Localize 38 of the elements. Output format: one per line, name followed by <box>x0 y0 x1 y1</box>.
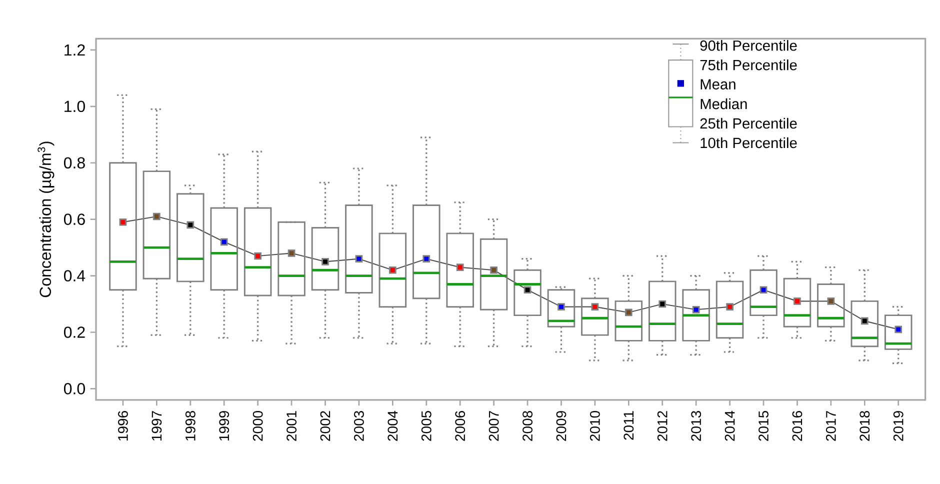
x-tick-label: 2006 <box>455 411 466 441</box>
x-tick-label: 2000 <box>252 410 263 441</box>
x-tick-label: 1998 <box>185 411 196 440</box>
x-tick-label: 2014 <box>724 410 735 441</box>
annotation: 25th Percentile <box>700 118 797 129</box>
annotation: 75th Percentile <box>700 59 797 70</box>
y-axis-title: Concentration (µg/m$^{3}$) <box>38 142 54 298</box>
annotation: Median <box>700 98 747 110</box>
y-tick-label: 0.6 <box>64 214 85 225</box>
x-tick-label: 2002 <box>320 411 330 441</box>
y-tick-label: 0.8 <box>64 157 85 169</box>
x-tick-label: 2004 <box>388 410 398 441</box>
x-tick-label: 1999 <box>219 411 230 440</box>
x-tick-label: 2016 <box>792 411 802 441</box>
x-tick-label: 2012 <box>657 411 668 441</box>
x-tick-label: 2013 <box>691 411 702 441</box>
x-tick-label: 1996 <box>118 411 128 440</box>
y-tick-label: 1.2 <box>64 44 85 56</box>
annotation: 10th Percentile <box>700 137 797 148</box>
x-tick-label: 2009 <box>556 411 566 441</box>
x-tick-label: 2005 <box>421 410 432 441</box>
x-tick-label: 2019 <box>893 411 904 441</box>
x-tick-label: 2001 <box>286 411 297 441</box>
x-tick-label: 1997 <box>152 411 162 440</box>
x-tick-label: 2011 <box>624 411 634 440</box>
x-tick-label: 2018 <box>860 411 870 441</box>
x-tick-label: 2007 <box>488 411 499 441</box>
x-tick-label: 2017 <box>826 411 836 441</box>
x-tick-label: 2003 <box>354 411 364 441</box>
annotation: Mean <box>700 79 736 90</box>
y-tick-label: 0.2 <box>64 326 85 338</box>
annotation: 90th Percentile <box>700 40 797 51</box>
x-tick-label: 2010 <box>590 410 600 441</box>
y-tick-label: 1.0 <box>64 100 85 112</box>
x-tick-label: 2015 <box>758 410 768 441</box>
y-tick-label: 0.0 <box>64 383 85 394</box>
y-tick-label: 0.4 <box>64 270 86 282</box>
x-tick-label: 2008 <box>522 411 532 441</box>
